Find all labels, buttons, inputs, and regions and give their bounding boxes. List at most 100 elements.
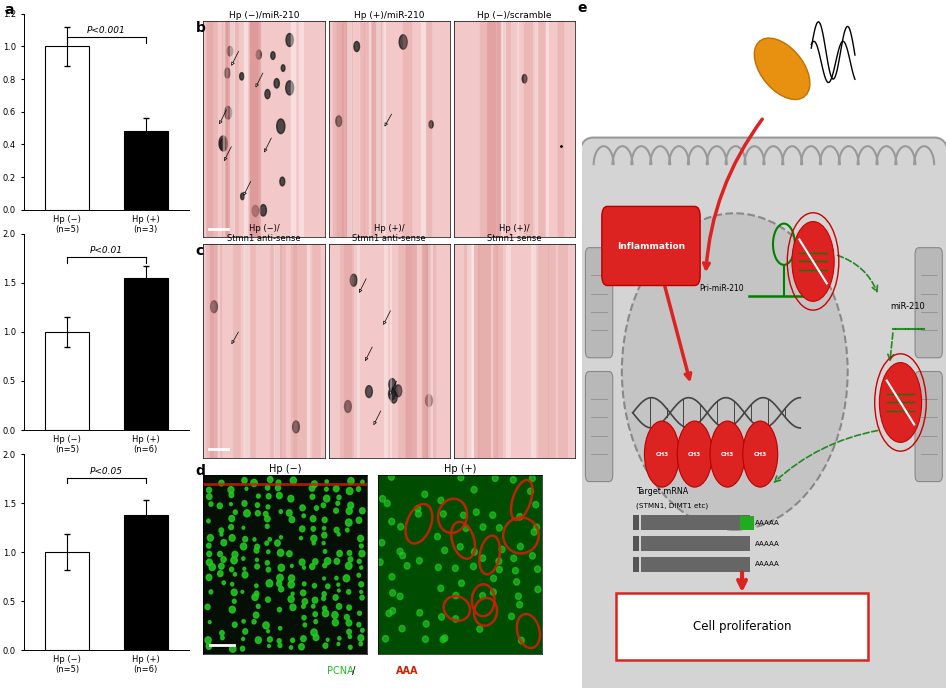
Circle shape <box>397 548 403 555</box>
Circle shape <box>219 631 224 636</box>
Circle shape <box>234 572 236 576</box>
Circle shape <box>417 610 423 616</box>
Circle shape <box>279 586 284 592</box>
Circle shape <box>277 549 284 556</box>
Circle shape <box>677 421 712 487</box>
Circle shape <box>357 487 360 491</box>
Circle shape <box>347 550 352 555</box>
Circle shape <box>244 510 251 517</box>
Bar <box>124 278 167 430</box>
Circle shape <box>379 539 385 546</box>
Circle shape <box>242 572 248 578</box>
Circle shape <box>492 475 499 482</box>
Circle shape <box>416 557 422 564</box>
Circle shape <box>441 510 447 517</box>
Text: e: e <box>577 1 587 15</box>
Circle shape <box>322 503 325 508</box>
Circle shape <box>499 546 505 552</box>
Circle shape <box>458 474 464 481</box>
Text: Inflammation: Inflammation <box>617 241 685 251</box>
Circle shape <box>391 391 397 403</box>
Circle shape <box>358 535 363 541</box>
Circle shape <box>255 503 259 507</box>
Circle shape <box>274 78 279 88</box>
Circle shape <box>260 204 267 216</box>
Circle shape <box>324 487 328 491</box>
Bar <box>740 516 754 530</box>
Circle shape <box>325 584 330 589</box>
Bar <box>45 332 89 430</box>
Circle shape <box>220 636 224 640</box>
Title: Hp (+)/
Stmn1 anti-sense: Hp (+)/ Stmn1 anti-sense <box>353 224 426 244</box>
Circle shape <box>243 567 246 570</box>
Circle shape <box>266 485 270 490</box>
Circle shape <box>359 550 365 557</box>
Circle shape <box>365 385 373 398</box>
Bar <box>633 515 639 530</box>
Circle shape <box>219 480 224 486</box>
Circle shape <box>397 524 404 530</box>
Circle shape <box>267 494 271 499</box>
Circle shape <box>442 635 447 641</box>
Circle shape <box>389 518 394 525</box>
Circle shape <box>322 596 325 601</box>
Circle shape <box>480 524 486 530</box>
Circle shape <box>386 610 392 616</box>
Circle shape <box>231 589 237 596</box>
Circle shape <box>345 528 349 532</box>
Circle shape <box>334 527 339 533</box>
Circle shape <box>438 585 444 592</box>
Circle shape <box>239 73 244 80</box>
Circle shape <box>289 581 294 588</box>
Circle shape <box>311 629 317 636</box>
Circle shape <box>229 493 234 497</box>
Circle shape <box>473 509 480 515</box>
Circle shape <box>313 612 318 616</box>
Circle shape <box>268 637 272 642</box>
Circle shape <box>491 575 497 581</box>
Circle shape <box>423 621 429 627</box>
Circle shape <box>255 510 260 516</box>
Circle shape <box>792 222 834 301</box>
Circle shape <box>207 551 212 557</box>
Circle shape <box>265 541 269 546</box>
Circle shape <box>227 46 233 56</box>
Circle shape <box>267 630 270 633</box>
Circle shape <box>511 555 517 561</box>
Circle shape <box>233 599 236 603</box>
Circle shape <box>221 557 226 562</box>
Circle shape <box>309 485 315 491</box>
Circle shape <box>312 597 318 603</box>
Circle shape <box>253 538 256 541</box>
Text: AAA: AAA <box>396 665 419 676</box>
FancyBboxPatch shape <box>617 593 867 660</box>
FancyBboxPatch shape <box>915 248 942 358</box>
Circle shape <box>254 612 259 618</box>
Circle shape <box>219 136 227 151</box>
Text: Cell proliferation: Cell proliferation <box>692 621 791 633</box>
Circle shape <box>470 563 477 570</box>
Circle shape <box>224 107 232 119</box>
Circle shape <box>224 68 230 78</box>
Circle shape <box>229 524 234 530</box>
Circle shape <box>267 550 270 554</box>
Circle shape <box>480 555 485 561</box>
Circle shape <box>496 558 501 564</box>
Circle shape <box>452 565 458 572</box>
Circle shape <box>325 480 328 484</box>
Circle shape <box>265 516 271 522</box>
Circle shape <box>311 604 315 608</box>
Circle shape <box>303 582 306 586</box>
Circle shape <box>229 515 235 522</box>
Circle shape <box>254 548 259 553</box>
Circle shape <box>324 495 330 502</box>
Circle shape <box>230 567 234 572</box>
Title: Hp (−)/scramble: Hp (−)/scramble <box>477 11 552 20</box>
Circle shape <box>490 512 496 518</box>
FancyBboxPatch shape <box>578 138 946 688</box>
Circle shape <box>442 547 447 554</box>
Circle shape <box>337 550 342 557</box>
Circle shape <box>358 611 361 615</box>
Circle shape <box>322 533 327 538</box>
Circle shape <box>205 604 210 610</box>
